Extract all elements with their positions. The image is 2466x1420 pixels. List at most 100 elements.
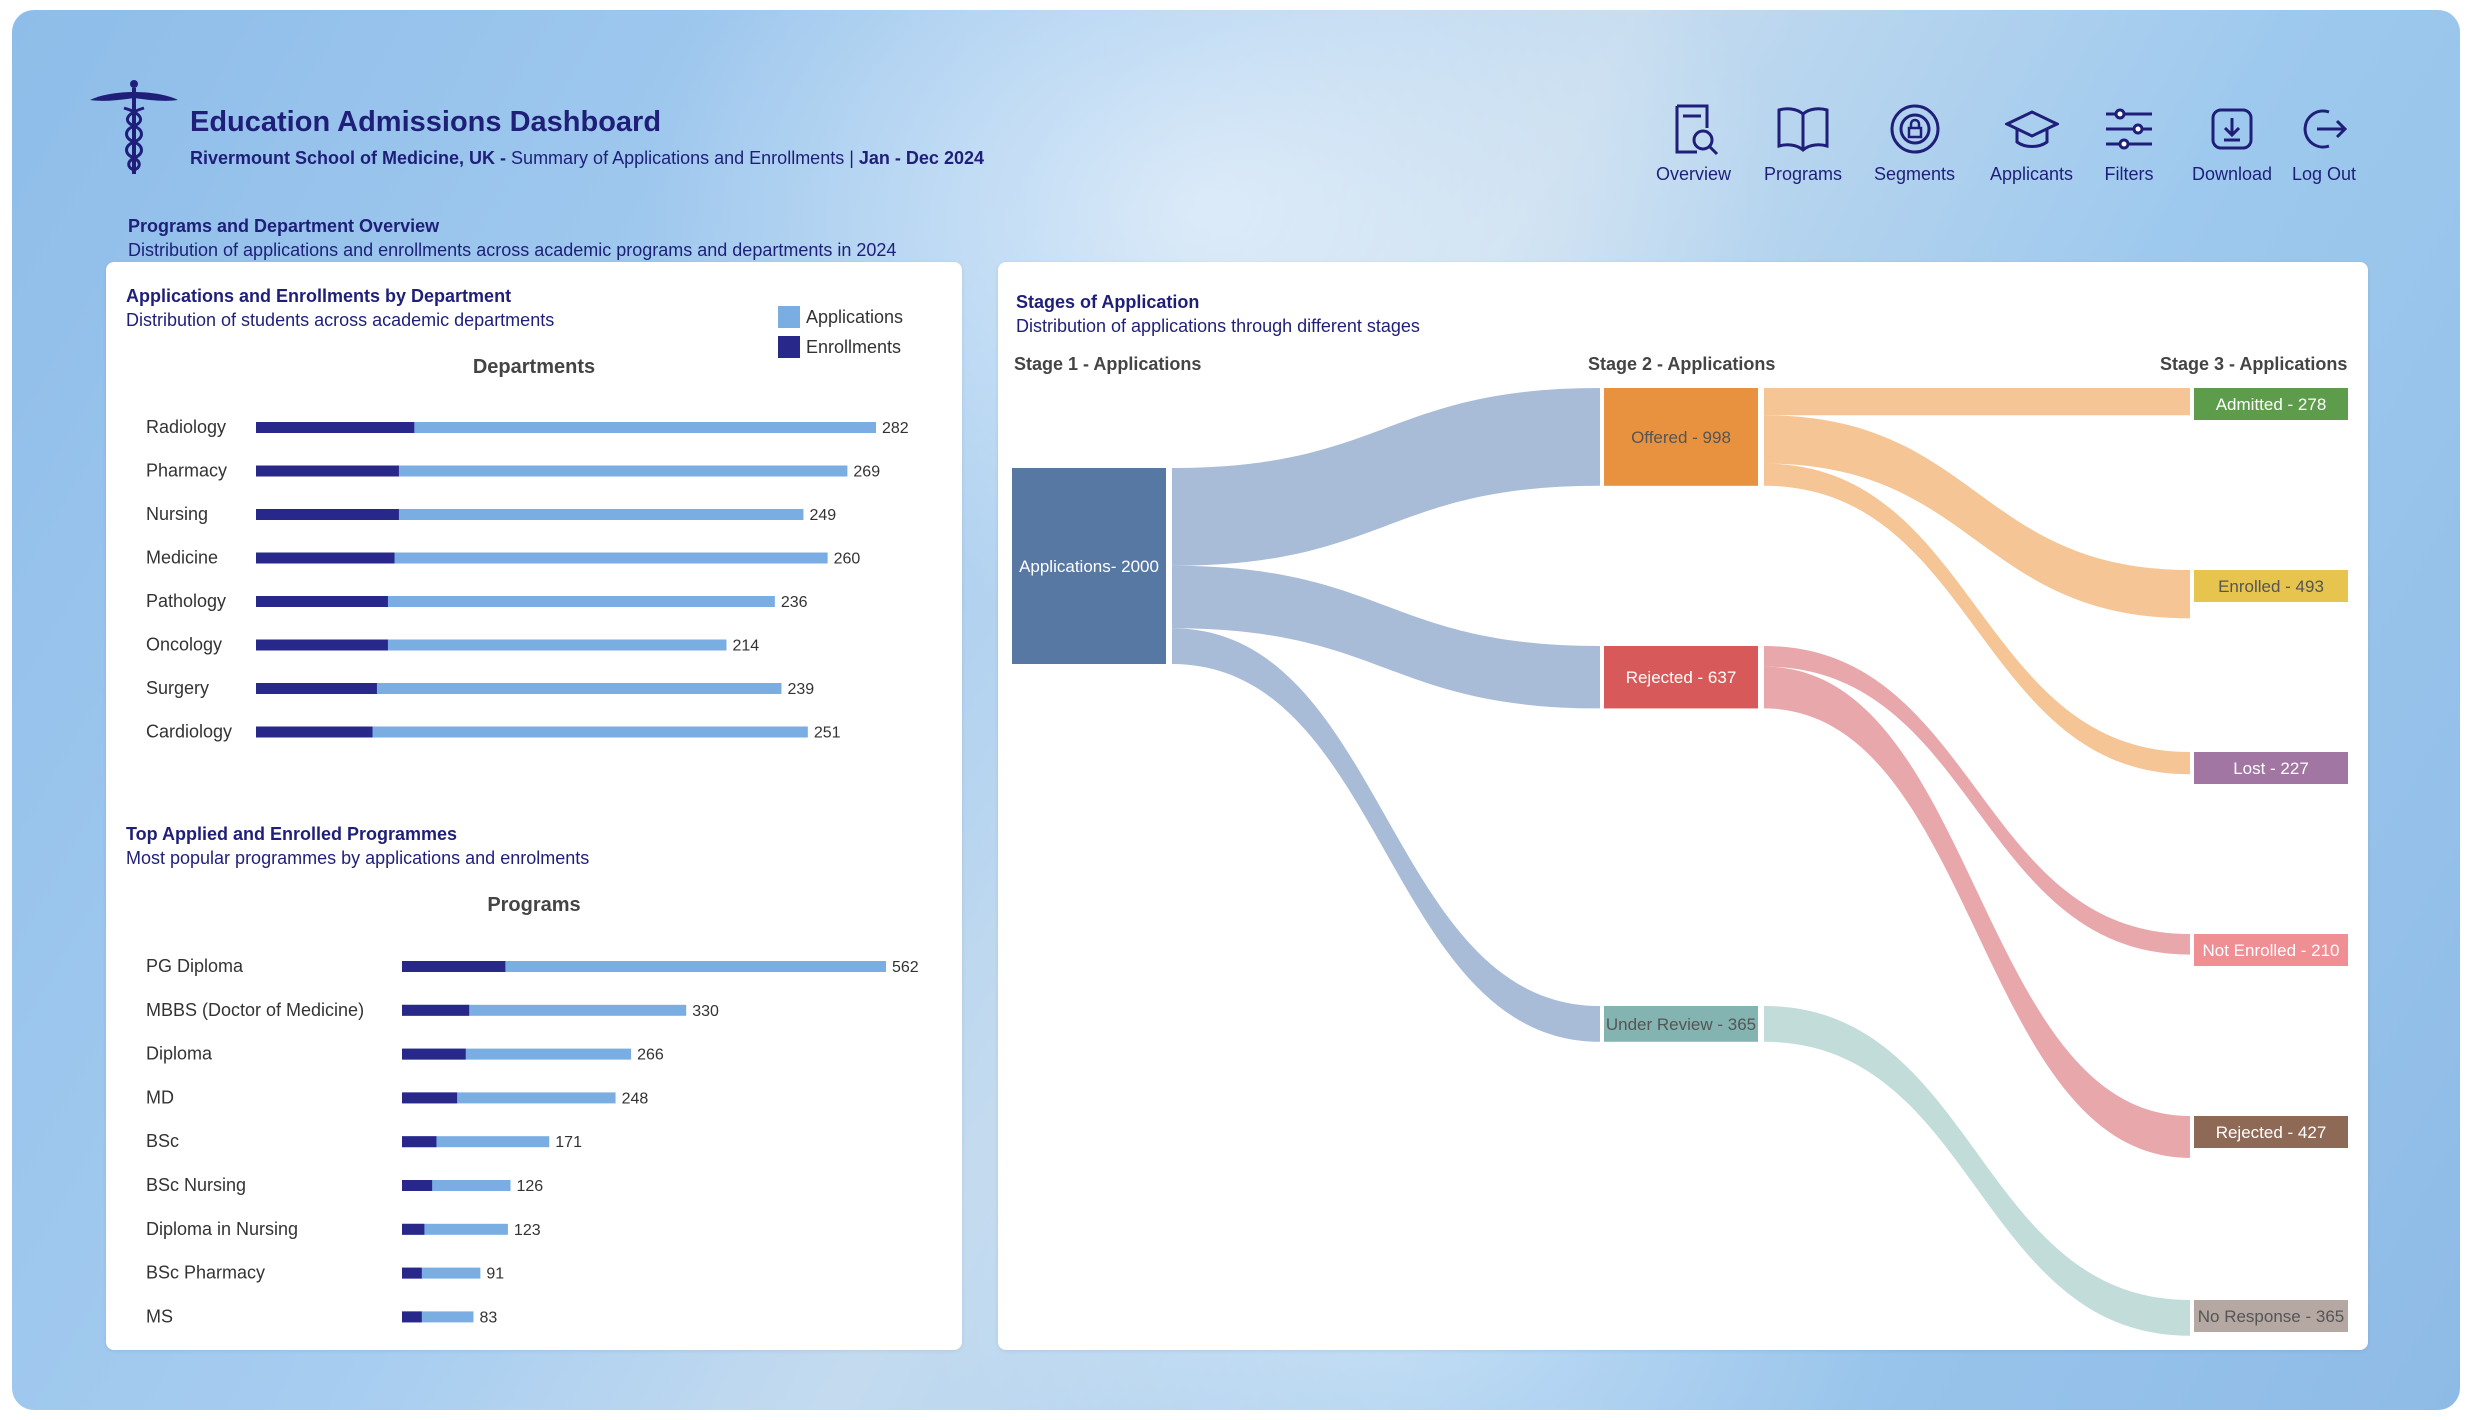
sankey-node[interactable]: No Response - 365 — [2194, 1300, 2348, 1332]
value-label: 330 — [692, 1003, 719, 1020]
nav-applicants[interactable]: Applicants — [1990, 102, 2073, 198]
sankey-link[interactable] — [1172, 628, 1600, 1042]
dashboard-frame: Education Admissions Dashboard Rivermoun… — [12, 10, 2460, 1410]
nav-programs[interactable]: Programs — [1764, 102, 1842, 198]
sankey-node-label: Lost - 227 — [2233, 759, 2309, 778]
enrollments-bar[interactable] — [256, 422, 415, 433]
sankey-node[interactable]: Lost - 227 — [2194, 752, 2348, 784]
sankey-link[interactable] — [1172, 565, 1600, 709]
sankey-node-rect[interactable] — [2194, 752, 2348, 784]
applications-bar[interactable] — [256, 509, 804, 520]
sankey-node-rect[interactable] — [1604, 388, 1758, 486]
applications-bar[interactable] — [402, 1092, 616, 1104]
segments-icon — [1890, 104, 1940, 154]
enrollments-bar[interactable] — [402, 1267, 422, 1279]
value-label: 562 — [892, 959, 919, 976]
applications-bar[interactable] — [402, 1267, 481, 1279]
sankey-link[interactable] — [1764, 415, 2190, 619]
legend-swatch-applications — [778, 306, 800, 328]
sankey-link[interactable] — [1764, 388, 2190, 416]
sankey-node[interactable]: Under Review - 365 — [1604, 1006, 1758, 1042]
enrollments-bar[interactable] — [256, 465, 399, 477]
applications-bar[interactable] — [256, 726, 808, 738]
sankey-node-label: Applications- 2000 — [1019, 557, 1159, 576]
sankey-node-rect[interactable] — [1012, 468, 1166, 664]
sankey-link[interactable] — [1764, 666, 2190, 1158]
value-label: 251 — [814, 725, 841, 742]
sankey-node[interactable]: Admitted - 278 — [2194, 388, 2348, 420]
applications-bar[interactable] — [402, 1004, 687, 1016]
sankey-node[interactable]: Enrolled - 493 — [2194, 570, 2348, 602]
applications-bar[interactable] — [256, 639, 727, 651]
enrollments-bar[interactable] — [256, 726, 373, 738]
sankey-node[interactable]: Offered - 998 — [1604, 388, 1758, 486]
legend-label-enrollments: Enrollments — [806, 336, 902, 357]
applications-bar[interactable] — [256, 422, 876, 433]
sankey-link[interactable] — [1764, 646, 2190, 955]
enrollments-bar[interactable] — [402, 1223, 425, 1235]
sankey-node-label: Not Enrolled - 210 — [2202, 941, 2339, 960]
prog-chart-heading: Programs — [487, 894, 581, 916]
applications-bar[interactable] — [256, 465, 848, 477]
sankey-node-rect[interactable] — [2194, 388, 2348, 420]
applications-bar[interactable] — [402, 1180, 511, 1191]
enrollments-bar[interactable] — [256, 683, 377, 694]
enrollments-bar[interactable] — [256, 639, 388, 651]
sankey-link[interactable] — [1764, 463, 2190, 775]
applications-bar[interactable] — [402, 1048, 632, 1060]
enrollments-bar[interactable] — [402, 1180, 433, 1191]
applications-bar[interactable] — [402, 1311, 474, 1323]
enrollments-bar[interactable] — [402, 1136, 437, 1148]
enrollments-bar[interactable] — [402, 1092, 458, 1104]
enrollments-bar[interactable] — [256, 552, 395, 564]
sankey-node[interactable]: Applications- 2000 — [1012, 468, 1166, 664]
stage2-heading: Stage 2 - Applications — [1588, 354, 1776, 374]
value-label: 171 — [555, 1134, 582, 1151]
dept-bar-chart: Radiology 282 Pharmacy 269 Nursing 249 Medicin… — [146, 417, 909, 742]
sankey-node-rect[interactable] — [2194, 934, 2348, 966]
enrollments-bar[interactable] — [402, 961, 506, 972]
section-title: Programs and Department Overview — [128, 216, 440, 236]
enrollments-bar[interactable] — [402, 1311, 422, 1323]
category-label: BSc Nursing — [146, 1175, 246, 1195]
sankey-node-rect[interactable] — [2194, 570, 2348, 602]
sankey-node[interactable]: Not Enrolled - 210 — [2194, 934, 2348, 966]
nav-filters[interactable]: Filters — [2102, 102, 2156, 198]
category-label: Diploma — [146, 1044, 213, 1064]
dept-card-subtitle: Distribution of students across academic… — [126, 310, 555, 330]
value-label: 126 — [517, 1178, 544, 1195]
sankey-link[interactable] — [1764, 1006, 2190, 1336]
sankey-node[interactable]: Rejected - 427 — [2194, 1116, 2348, 1148]
sankey-node-rect[interactable] — [1604, 646, 1758, 709]
applications-bar[interactable] — [402, 961, 886, 972]
nav-overview[interactable]: Overview — [1656, 102, 1731, 198]
applications-bar[interactable] — [256, 552, 828, 564]
enrollments-bar[interactable] — [402, 1004, 470, 1016]
sankey-node-label: Rejected - 637 — [1626, 668, 1737, 687]
value-label: 248 — [622, 1090, 649, 1107]
sankey-node-rect[interactable] — [2194, 1300, 2348, 1332]
applications-bar[interactable] — [256, 596, 775, 607]
sankey-link[interactable] — [1172, 388, 1600, 566]
summary-text: Summary of Applications and Enrollments … — [511, 148, 854, 168]
nav-label: Log Out — [2292, 164, 2357, 184]
nav-segments[interactable]: Segments — [1874, 102, 1955, 198]
sankey-node-rect[interactable] — [1604, 1006, 1758, 1042]
legend-item-enrollments: Enrollments — [778, 332, 903, 362]
value-label: 282 — [882, 420, 909, 437]
nav-download[interactable]: Download — [2192, 102, 2272, 198]
applications-bar[interactable] — [256, 683, 782, 694]
enrollments-bar[interactable] — [256, 509, 399, 520]
sankey-node-rect[interactable] — [2194, 1116, 2348, 1148]
category-label: Nursing — [146, 504, 208, 524]
download-icon — [2211, 108, 2253, 150]
sankey-chart: Applications- 2000 Offered - 998 Rejected … — [1012, 388, 2348, 1336]
nav-label: Download — [2192, 164, 2273, 184]
applications-bar[interactable] — [402, 1223, 508, 1235]
nav-logout[interactable]: Log Out — [2292, 102, 2356, 198]
enrollments-bar[interactable] — [256, 596, 388, 607]
sankey-node[interactable]: Rejected - 637 — [1604, 646, 1758, 709]
app-title: Education Admissions Dashboard — [190, 106, 662, 138]
applications-bar[interactable] — [402, 1136, 550, 1148]
enrollments-bar[interactable] — [402, 1048, 466, 1060]
